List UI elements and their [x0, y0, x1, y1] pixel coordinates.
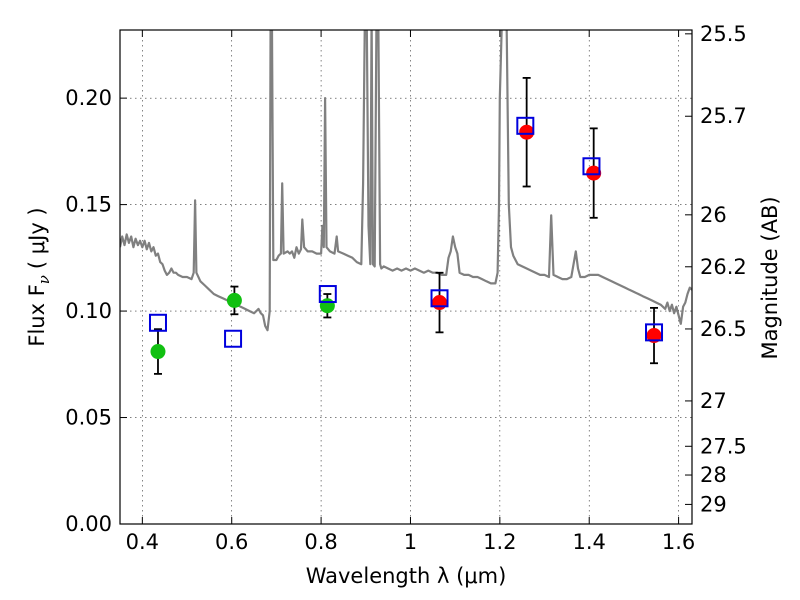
y-tick-label: 0.20 [65, 86, 112, 110]
x-tick-label: 1.6 [662, 530, 695, 554]
y2-tick-label: 27 [700, 389, 727, 413]
blue-square-marker [430, 289, 449, 308]
y2-tick-label: 29 [700, 492, 727, 516]
axis-ticks: 0.4 0.6 0.8 1 1.2 1.4 1.6 0.00 0.05 0.10 0.15 0.20 2… [65, 22, 747, 554]
y2-tick-label: 25.7 [700, 104, 747, 128]
model-spectrum [120, 30, 692, 332]
y2-tick-label: 26.5 [700, 317, 747, 341]
green-circle-marker [226, 292, 242, 308]
blue-square-marker [645, 323, 664, 342]
blue-square-marker [582, 157, 601, 176]
y-tick-label: 0.00 [65, 512, 112, 536]
y-tick-label: 0.10 [65, 299, 112, 323]
y2-tick-label: 26.2 [700, 255, 747, 279]
y-tick-label: 0.05 [65, 406, 112, 430]
x-tick-label: 0.6 [215, 530, 248, 554]
y2-axis-label: Magnitude (AB) [758, 196, 782, 359]
y2-tick-label: 28 [700, 463, 727, 487]
green-circle-marker [150, 344, 166, 360]
x-tick-label: 0.4 [126, 530, 159, 554]
red-circle-marker [646, 328, 662, 344]
green-circle-marker [319, 298, 335, 314]
y2-tick-label: 27.5 [700, 434, 747, 458]
y2-tick-label: 25.5 [700, 22, 747, 46]
x-tick-label: 1 [404, 530, 417, 554]
blue-square-marker [148, 313, 167, 332]
x-tick-label: 0.8 [304, 530, 337, 554]
blue-square-marker [318, 285, 337, 304]
y-axis-label-subscript: ν [35, 275, 53, 284]
red-circle-marker [586, 165, 602, 181]
y-tick-label: 0.15 [65, 193, 112, 217]
spectrum-line [120, 30, 692, 332]
y-axis-label-main: Flux F [25, 284, 49, 346]
red-circle-marker [432, 295, 448, 311]
y-axis-label: Flux Fν ( μJy ) [25, 207, 53, 346]
x-tick-label: 1.2 [483, 530, 516, 554]
data-points [148, 77, 664, 375]
blue-square-marker [224, 329, 243, 348]
blue-square-marker [516, 116, 535, 135]
red-circle-marker [519, 124, 535, 140]
x-axis-label: Wavelength λ (μm) [306, 564, 507, 588]
plot-frame [119, 29, 693, 525]
y-axis-label-unit: ( μJy ) [25, 207, 49, 269]
x-tick-label: 1.4 [573, 530, 606, 554]
y2-tick-label: 26 [700, 203, 727, 227]
